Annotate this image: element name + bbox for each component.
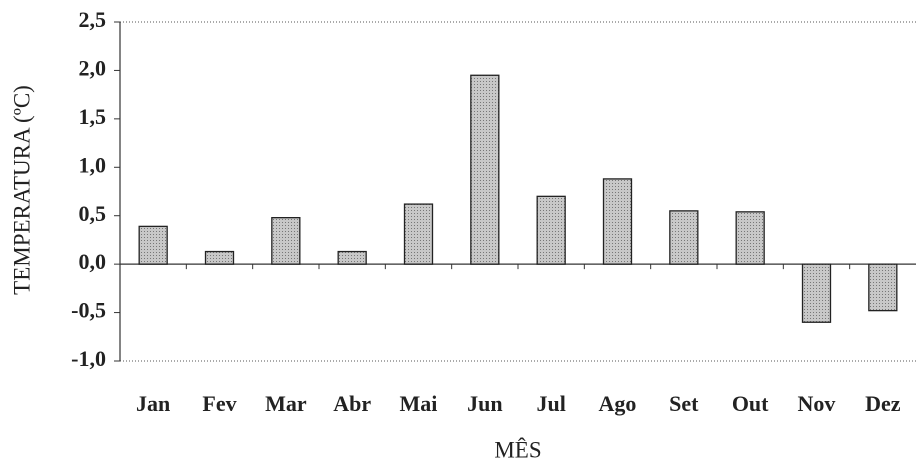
bar [536, 195, 566, 265]
y-tick-label: 1,0 [79, 152, 107, 177]
bar [403, 203, 434, 265]
x-tick-label: Nov [798, 391, 836, 416]
y-tick-label: 2,0 [79, 55, 107, 80]
bar [271, 217, 301, 265]
x-tick-label: Mar [265, 391, 307, 416]
x-tick-label: Jun [467, 391, 502, 416]
x-tick-label: Dez [865, 391, 901, 416]
bar [868, 263, 898, 312]
y-tick-label: -1,0 [71, 346, 106, 371]
y-tick-label: 0,5 [79, 201, 107, 226]
x-tick-label: Out [732, 391, 769, 416]
bar [470, 74, 500, 265]
y-axis-title: TEMPERATURA (ºC) [9, 85, 34, 295]
x-tick-label: Jul [536, 391, 565, 416]
y-tick-label: 1,5 [79, 104, 107, 129]
x-tick-label: Jan [136, 391, 170, 416]
bar [735, 211, 765, 265]
bar [337, 250, 367, 265]
x-tick-label: Ago [599, 391, 637, 416]
bar [801, 263, 832, 323]
bar [138, 225, 168, 265]
x-tick-label: Set [669, 391, 699, 416]
x-axis-title: MÊS [494, 437, 541, 462]
x-tick-label: Mai [400, 391, 438, 416]
x-tick-label: Abr [333, 391, 371, 416]
y-tick-label: 2,5 [79, 7, 107, 32]
bar [204, 250, 235, 265]
y-tick-label: -0,5 [71, 298, 106, 323]
bar [669, 210, 699, 265]
bar [602, 178, 633, 265]
y-tick-label: 0,0 [79, 249, 107, 274]
x-tick-label: Fev [202, 391, 236, 416]
